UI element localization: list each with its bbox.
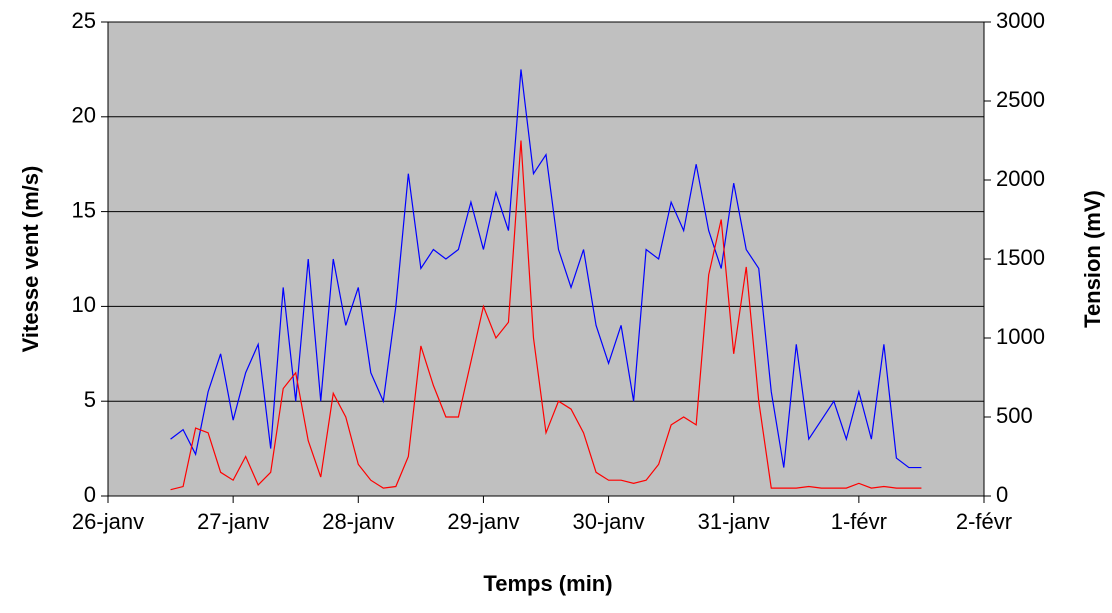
y2-axis-title: Tension (mV) [1080, 190, 1105, 328]
x-tick-label: 2-févr [956, 509, 1012, 534]
x-axis-title: Temps (min) [483, 571, 612, 596]
series-line [170, 69, 922, 469]
x-tick-label: 28-janv [322, 509, 394, 534]
x-tick-label: 1-févr [831, 509, 887, 534]
y-axis-title: Vitesse vent (m/s) [18, 166, 43, 353]
x-tick-label: 31-janv [698, 509, 770, 534]
y2-tick-label: 2500 [996, 87, 1045, 112]
plot-area [108, 22, 984, 496]
y2-tick-label: 2000 [996, 166, 1045, 191]
y2-tick-label: 500 [996, 403, 1033, 428]
y2-tick-label: 1500 [996, 245, 1045, 270]
x-tick-label: 30-janv [572, 509, 644, 534]
x-tick-label: 29-janv [447, 509, 519, 534]
y2-tick-label: 0 [996, 482, 1008, 507]
y-tick-label: 15 [72, 197, 96, 222]
y-tick-label: 25 [72, 8, 96, 33]
y-tick-label: 0 [84, 482, 96, 507]
y-tick-label: 5 [84, 387, 96, 412]
y-tick-label: 10 [72, 292, 96, 317]
y2-tick-label: 1000 [996, 324, 1045, 349]
x-tick-label: 27-janv [197, 509, 269, 534]
series-line [170, 140, 922, 491]
x-tick-label: 26-janv [72, 509, 144, 534]
plot-border [107, 21, 985, 497]
y2-tick-label: 3000 [996, 8, 1045, 33]
y-tick-label: 20 [72, 103, 96, 128]
